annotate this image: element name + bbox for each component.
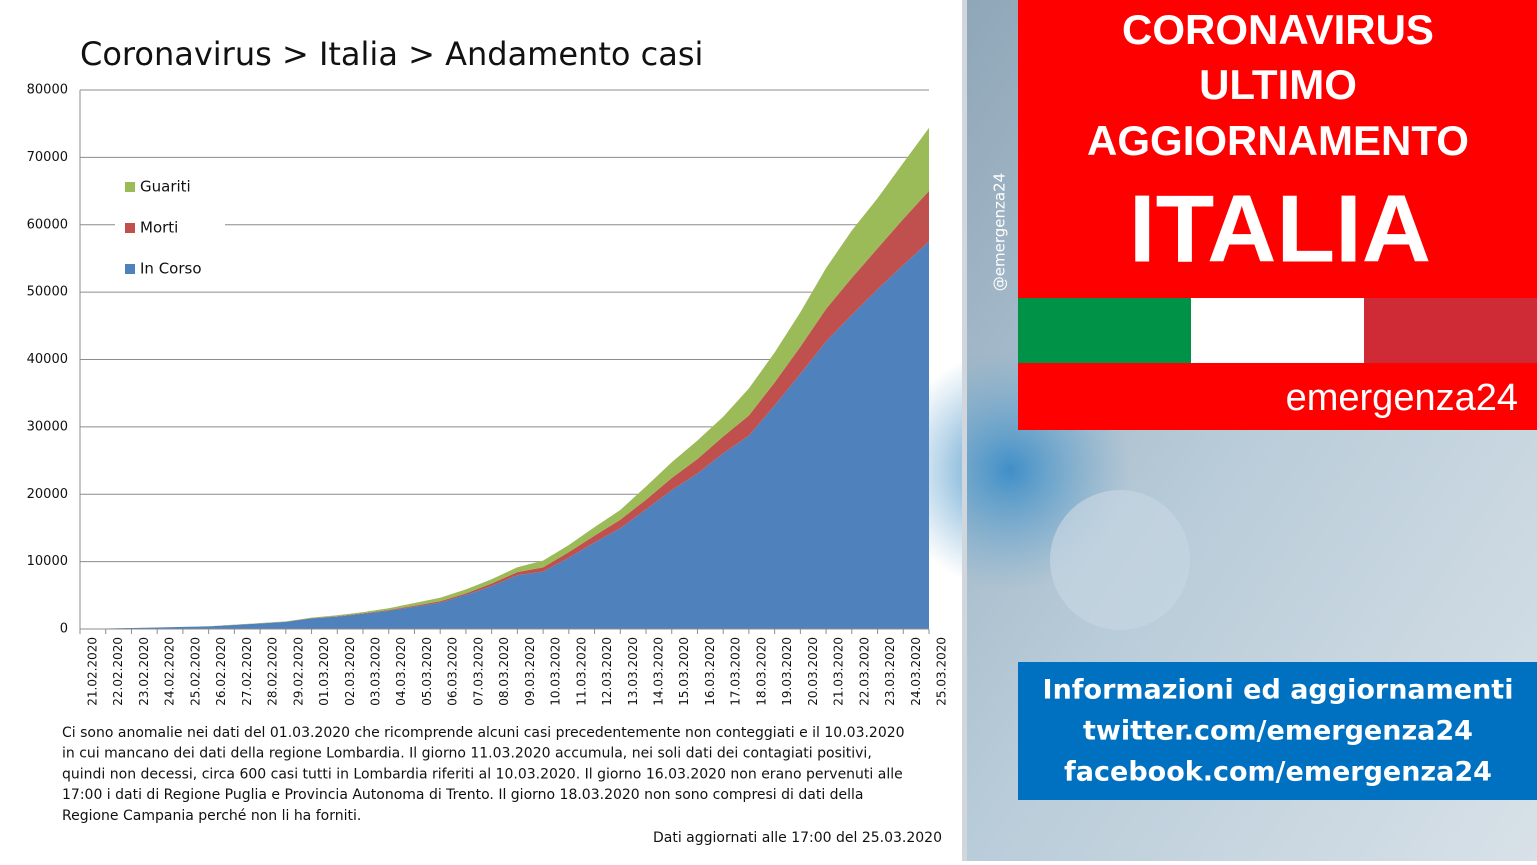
x-tick-label: 24.02.2020: [163, 637, 177, 706]
note-line: quindi non decessi, circa 600 casi tutti…: [62, 766, 903, 782]
y-tick-label: 10000: [27, 554, 68, 569]
x-tick-label: 06.03.2020: [446, 637, 460, 706]
info-line: facebook.com/emergenza24: [1064, 757, 1492, 788]
x-tick-label: 13.03.2020: [626, 637, 640, 706]
x-tick-label: 17.03.2020: [729, 637, 743, 706]
x-tick-label: 29.02.2020: [291, 637, 305, 706]
info-line: twitter.com/emergenza24: [1083, 716, 1473, 747]
x-tick-label: 03.03.2020: [369, 637, 383, 706]
flag-stripe: [1364, 298, 1537, 363]
x-tick-label: 23.02.2020: [137, 637, 151, 706]
x-tick-label: 09.03.2020: [523, 637, 537, 706]
x-tick-label: 21.02.2020: [86, 637, 100, 706]
y-tick-label: 80000: [27, 83, 68, 98]
x-tick-label: 16.03.2020: [703, 637, 717, 706]
x-tick-label: 24.03.2020: [909, 637, 923, 706]
updated: Dati aggiornati alle 17:00 del 25.03.202…: [653, 830, 942, 846]
banner: [1018, 0, 1537, 298]
legend-label: Morti: [140, 219, 178, 237]
brand-bar: [1018, 363, 1537, 430]
banner-country: ITALIA: [1129, 175, 1431, 282]
background-shape: [1050, 490, 1190, 630]
flag-stripe: [1191, 298, 1364, 363]
x-tick-label: 20.03.2020: [806, 637, 820, 706]
x-tick-label: 22.03.2020: [857, 637, 871, 706]
x-tick-label: 07.03.2020: [471, 637, 485, 706]
y-tick-label: 70000: [27, 150, 68, 165]
x-tick-label: 25.02.2020: [188, 637, 202, 706]
y-tick-label: 20000: [27, 487, 68, 502]
info-line: Informazioni ed aggiornamenti: [1043, 675, 1514, 706]
x-tick-label: 28.02.2020: [266, 637, 280, 706]
flag-stripe: [1018, 298, 1191, 363]
note-line: Ci sono anomalie nei dati del 01.03.2020…: [62, 725, 905, 741]
x-tick-label: 21.03.2020: [832, 637, 846, 706]
legend-swatch: [125, 223, 135, 233]
note-line: in cui mancano dei dati della regione Lo…: [62, 746, 872, 762]
y-tick-label: 0: [60, 622, 68, 637]
x-tick-label: 10.03.2020: [549, 637, 563, 706]
x-tick-label: 02.03.2020: [343, 637, 357, 706]
x-tick-label: 22.02.2020: [111, 637, 125, 706]
banner-line: ULTIMO: [1199, 61, 1357, 108]
x-tick-label: 12.03.2020: [600, 637, 614, 706]
legend-swatch: [125, 182, 135, 192]
x-tick-label: 26.02.2020: [214, 637, 228, 706]
x-tick-label: 04.03.2020: [394, 637, 408, 706]
brand: emergenza24: [1286, 377, 1518, 419]
x-tick-label: 15.03.2020: [677, 637, 691, 706]
note-line: 17:00 i dati di Regione Puglia e Provinc…: [62, 787, 864, 803]
x-tick-label: 05.03.2020: [420, 637, 434, 706]
note-line: Regione Campania perché non li ha fornit…: [62, 808, 361, 824]
x-tick-label: 27.02.2020: [240, 637, 254, 706]
x-tick-label: 18.03.2020: [754, 637, 768, 706]
y-tick-label: 50000: [27, 285, 68, 300]
legend-swatch: [125, 264, 135, 274]
x-tick-label: 01.03.2020: [317, 637, 331, 706]
legend-label: In Corso: [140, 260, 202, 278]
banner-line: CORONAVIRUS: [1122, 6, 1434, 53]
x-tick-label: 08.03.2020: [497, 637, 511, 706]
y-tick-label: 30000: [27, 419, 68, 434]
legend-label: Guariti: [140, 178, 191, 196]
x-tick-label: 14.03.2020: [652, 637, 666, 706]
x-tick-label: 25.03.2020: [935, 637, 949, 706]
x-tick-label: 11.03.2020: [574, 637, 588, 706]
handle: @emergenza24: [991, 173, 1009, 291]
area: [80, 127, 929, 629]
banner-line: AGGIORNAMENTO: [1087, 117, 1469, 164]
info-box: [1018, 662, 1537, 800]
y-tick-label: 60000: [27, 217, 68, 232]
divider: [962, 0, 967, 861]
y-tick-label: 40000: [27, 352, 68, 367]
x-tick-label: 19.03.2020: [780, 637, 794, 706]
area: [80, 241, 929, 629]
area: [80, 190, 929, 629]
x-tick-label: 23.03.2020: [883, 637, 897, 706]
chart-title: Coronavirus > Italia > Andamento casi: [80, 35, 703, 73]
